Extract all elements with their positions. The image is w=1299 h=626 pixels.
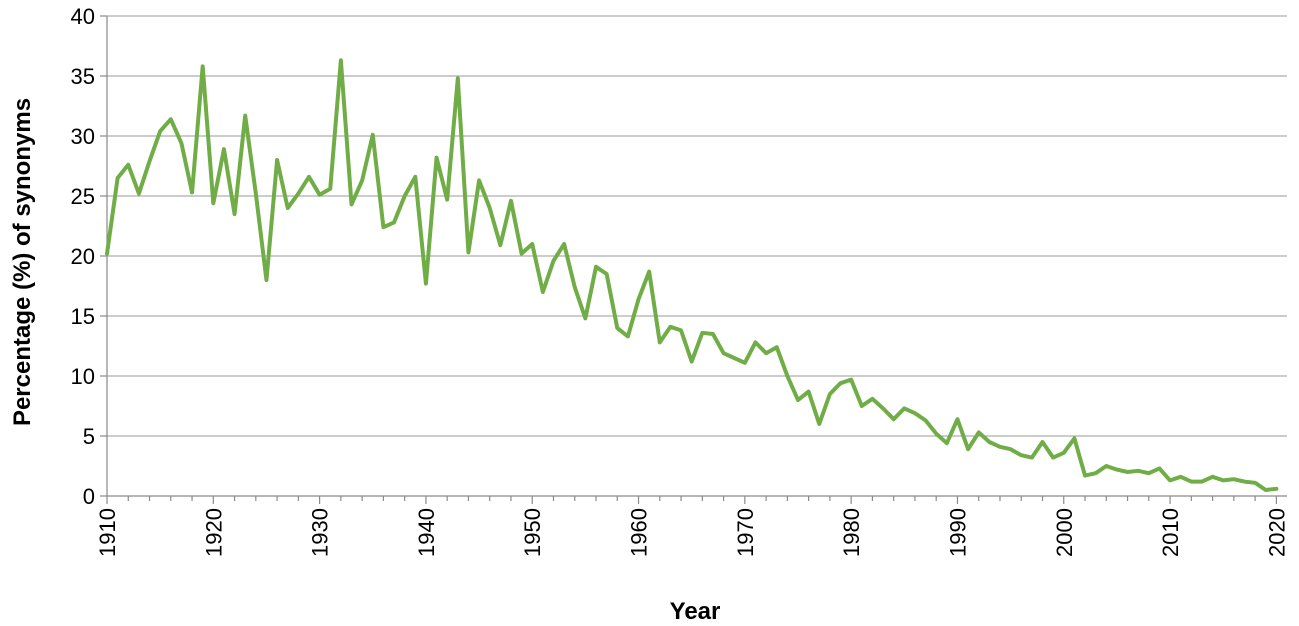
x-tick-label: 1980: [839, 508, 864, 557]
x-tick-label: 2000: [1052, 508, 1077, 557]
axes: [100, 15, 1287, 504]
gridlines: [107, 15, 1287, 437]
y-axis-title: Percentage (%) of synonyms: [9, 98, 36, 426]
x-tick-label: 1940: [414, 508, 439, 557]
y-tick-label: 25: [71, 184, 95, 209]
x-tick-label: 1910: [95, 508, 120, 557]
y-tick-label: 20: [71, 244, 95, 269]
y-tick-label: 30: [71, 124, 95, 149]
x-tick-label: 1970: [733, 508, 758, 557]
x-tick-label: 2010: [1158, 508, 1183, 557]
series-layer: [105, 58, 1279, 492]
y-tick-label: 5: [83, 424, 95, 449]
y-tick-label: 0: [83, 484, 95, 509]
x-axis-title: Year: [670, 598, 721, 625]
series-line: [105, 58, 1279, 492]
y-tick-label: 40: [71, 4, 95, 29]
y-tick-label: 35: [71, 64, 95, 89]
tick-labels: 0 5 10 15 20 25 30 35 40 1910 1920 1930 1940 1950 1960…: [71, 4, 1290, 557]
x-tick-label: 1950: [520, 508, 545, 557]
y-tick-label: 10: [71, 364, 95, 389]
x-tick-label: 1920: [201, 508, 226, 557]
x-tick-label: 1930: [308, 508, 333, 557]
x-tick-label: 2020: [1264, 508, 1289, 557]
x-tick-label: 1990: [945, 508, 970, 557]
y-tick-label: 15: [71, 304, 95, 329]
x-tick-label: 1960: [627, 508, 652, 557]
